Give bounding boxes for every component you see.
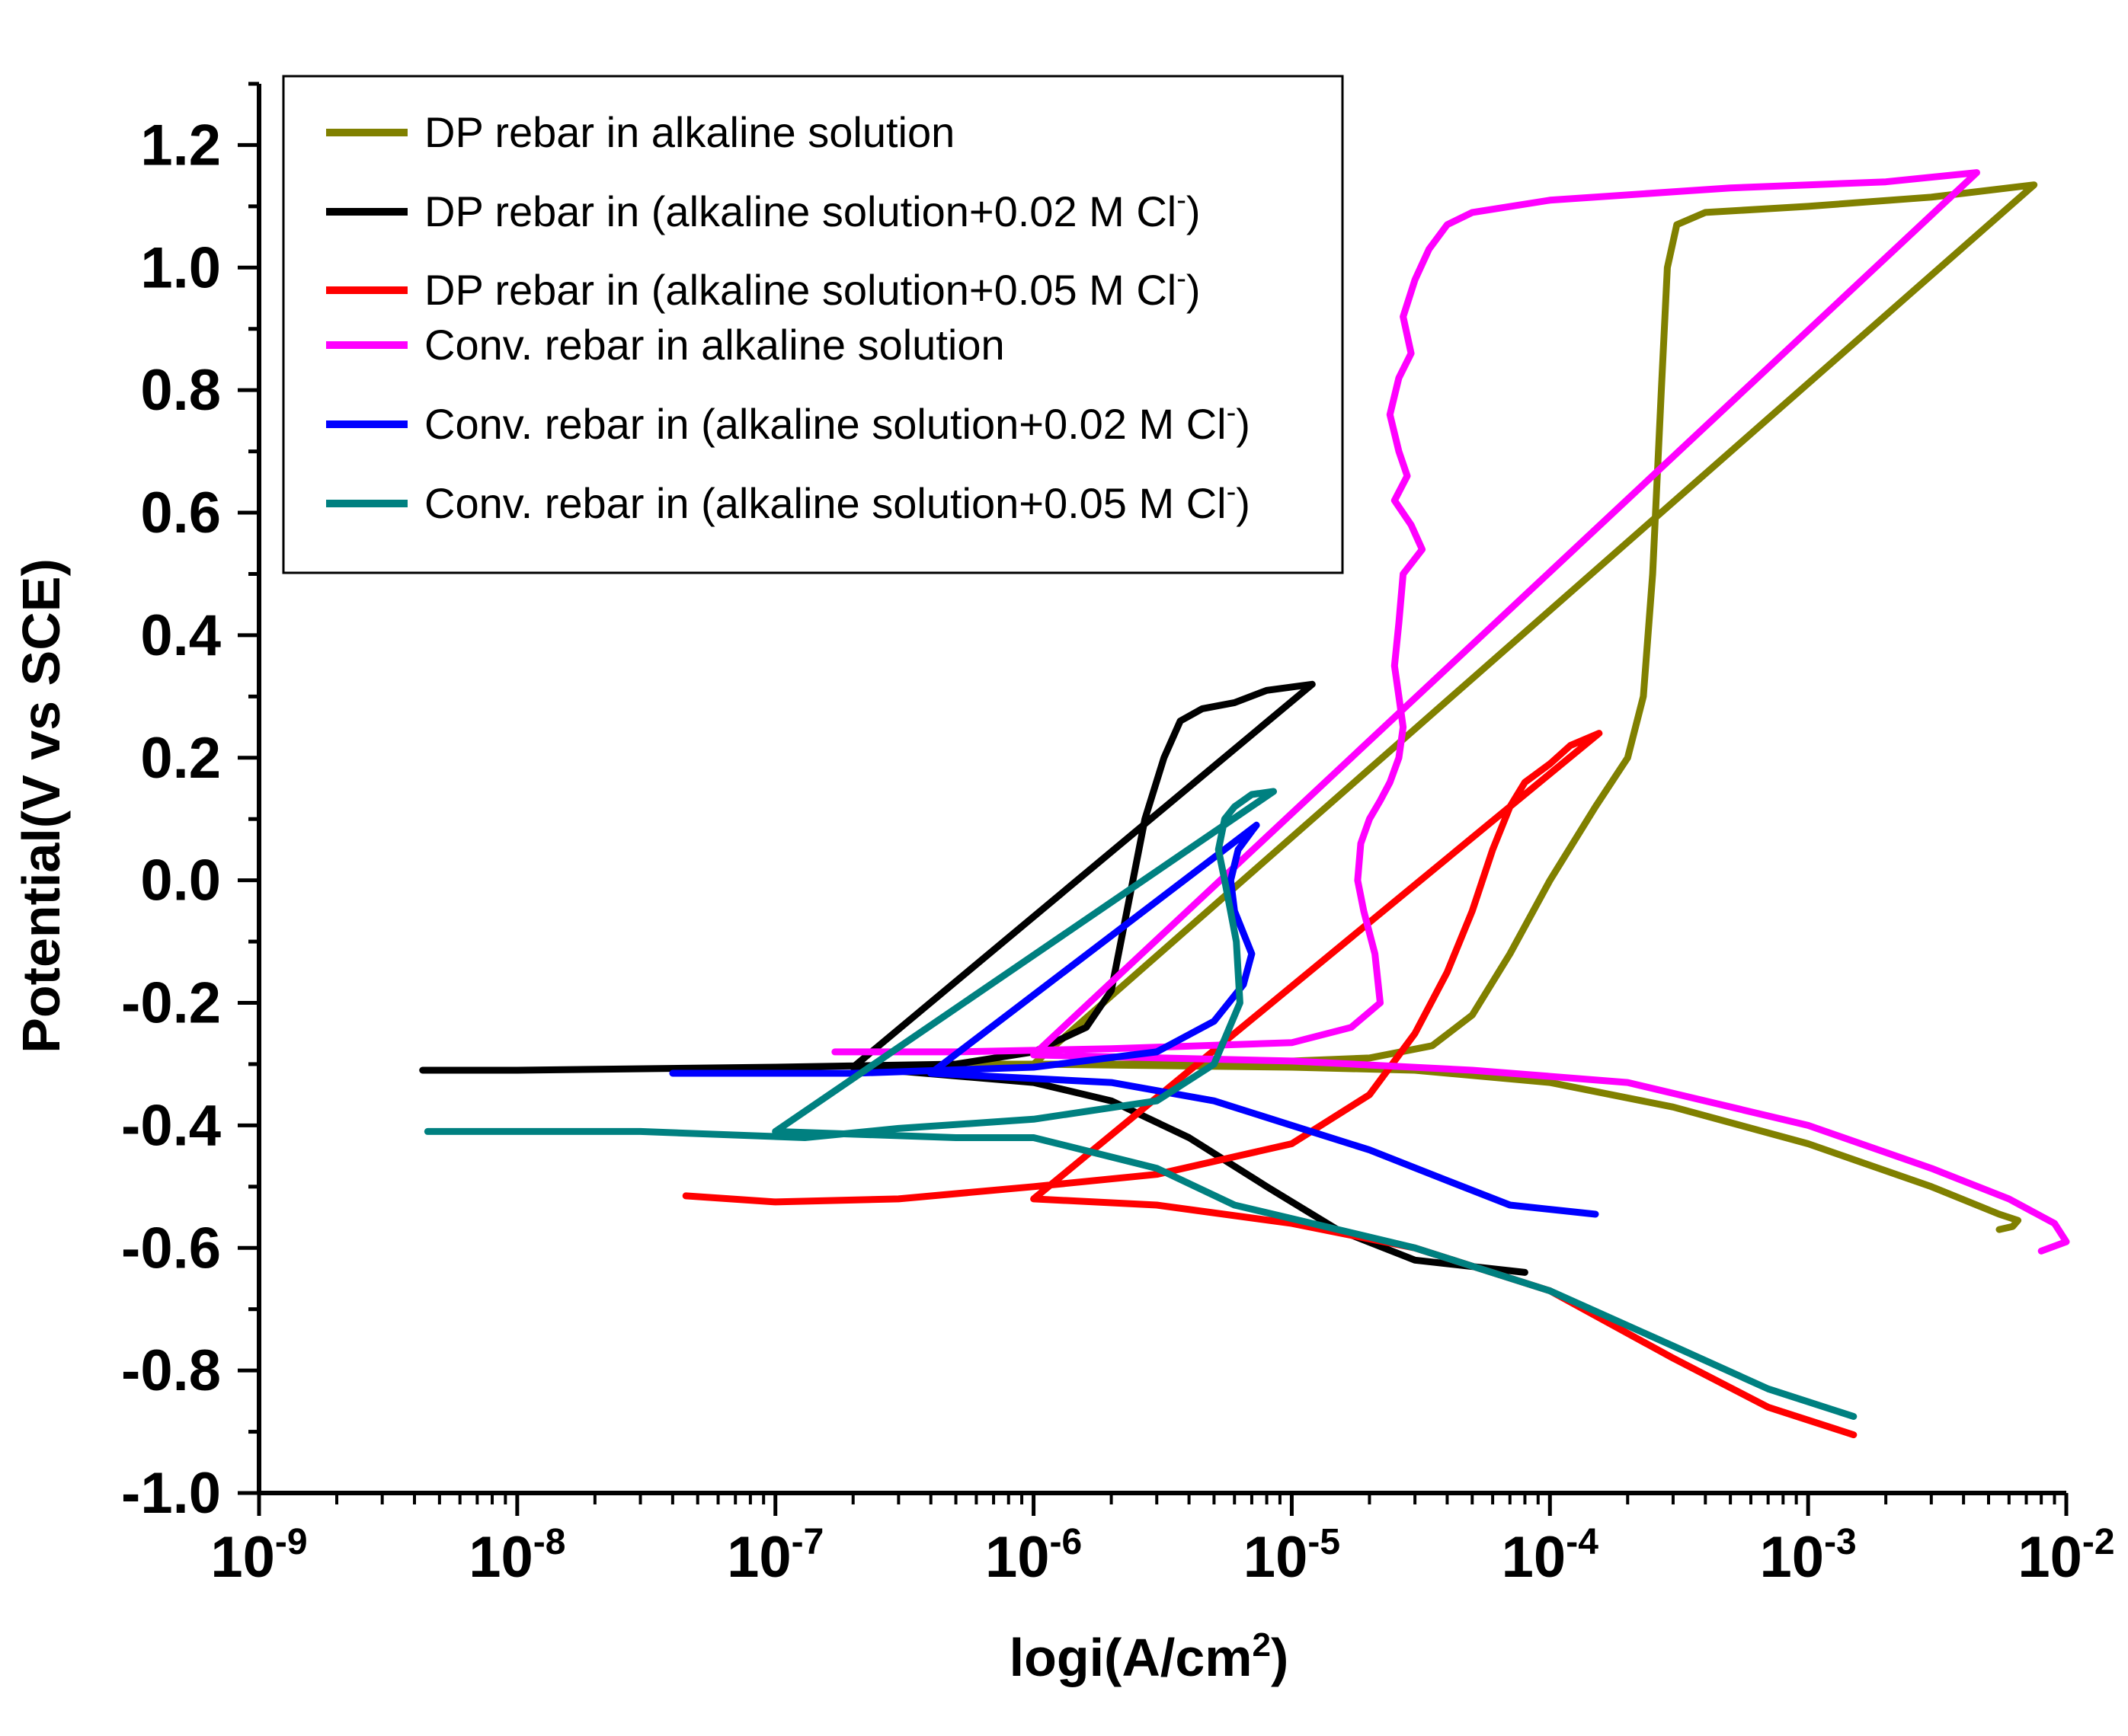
y-tick-label: -0.4: [121, 1093, 221, 1158]
x-tick-label: 10-4: [1502, 1522, 1599, 1590]
series-line-6: [424, 788, 1858, 1420]
x-tick-label: 10-5: [1243, 1522, 1340, 1590]
y-tick-label: -1.0: [121, 1461, 221, 1526]
y-tick-label: -0.2: [121, 971, 221, 1036]
series-line-5: [669, 821, 1599, 1218]
y-axis-title: Potential(V vs SCE): [11, 558, 71, 1053]
y-tick-label: -0.8: [121, 1338, 221, 1403]
y-tick-label: 1.2: [140, 113, 221, 177]
legend-label-2: DP rebar in (alkaline solution+0.02 M Cl…: [424, 184, 1201, 235]
legend-label-3: DP rebar in (alkaline solution+0.05 M Cl…: [424, 263, 1201, 314]
x-tick-label: 10-6: [985, 1522, 1082, 1590]
y-tick-label: 0.4: [140, 603, 221, 668]
y-tick-label: 0.0: [140, 849, 221, 913]
legend-box: [282, 75, 1344, 574]
x-tick-label: 10-9: [210, 1522, 307, 1590]
x-tick-label: 10-7: [727, 1522, 824, 1590]
y-tick-label: 0.6: [140, 481, 221, 545]
legend: DP rebar in alkaline solution DP rebar in…: [282, 75, 1344, 574]
x-tick-label: 10-8: [469, 1522, 565, 1590]
y-tick-label: -0.6: [121, 1216, 221, 1280]
y-tick-label: 0.8: [140, 358, 221, 423]
y-tick-label: 1.0: [140, 235, 221, 300]
series-line-1: [940, 181, 2038, 1233]
legend-label-4: Conv. rebar in alkaline solution: [424, 321, 1005, 369]
series-line-4: [831, 169, 2070, 1255]
legend-label-6: Conv. rebar in (alkaline solution+0.05 M…: [424, 476, 1250, 527]
series-layer: [419, 169, 2070, 1439]
legend-label-1: DP rebar in alkaline solution: [424, 108, 955, 156]
axis-layer: 1.2 1.0 0.8 0.6 0.4 0.2 0.0 -0.2 -0.4 -0.6 -0.8 -1.…: [121, 82, 2115, 1590]
x-tick-label: 10-2: [2018, 1522, 2114, 1590]
legend-label-5: Conv. rebar in (alkaline solution+0.02 M…: [424, 397, 1250, 448]
y-tick-label: 0.2: [140, 726, 221, 791]
series-line-2: [419, 680, 1528, 1276]
x-axis-title: logi(A/cm2): [1010, 1626, 1289, 1687]
x-tick-label: 10-3: [1760, 1522, 1857, 1590]
